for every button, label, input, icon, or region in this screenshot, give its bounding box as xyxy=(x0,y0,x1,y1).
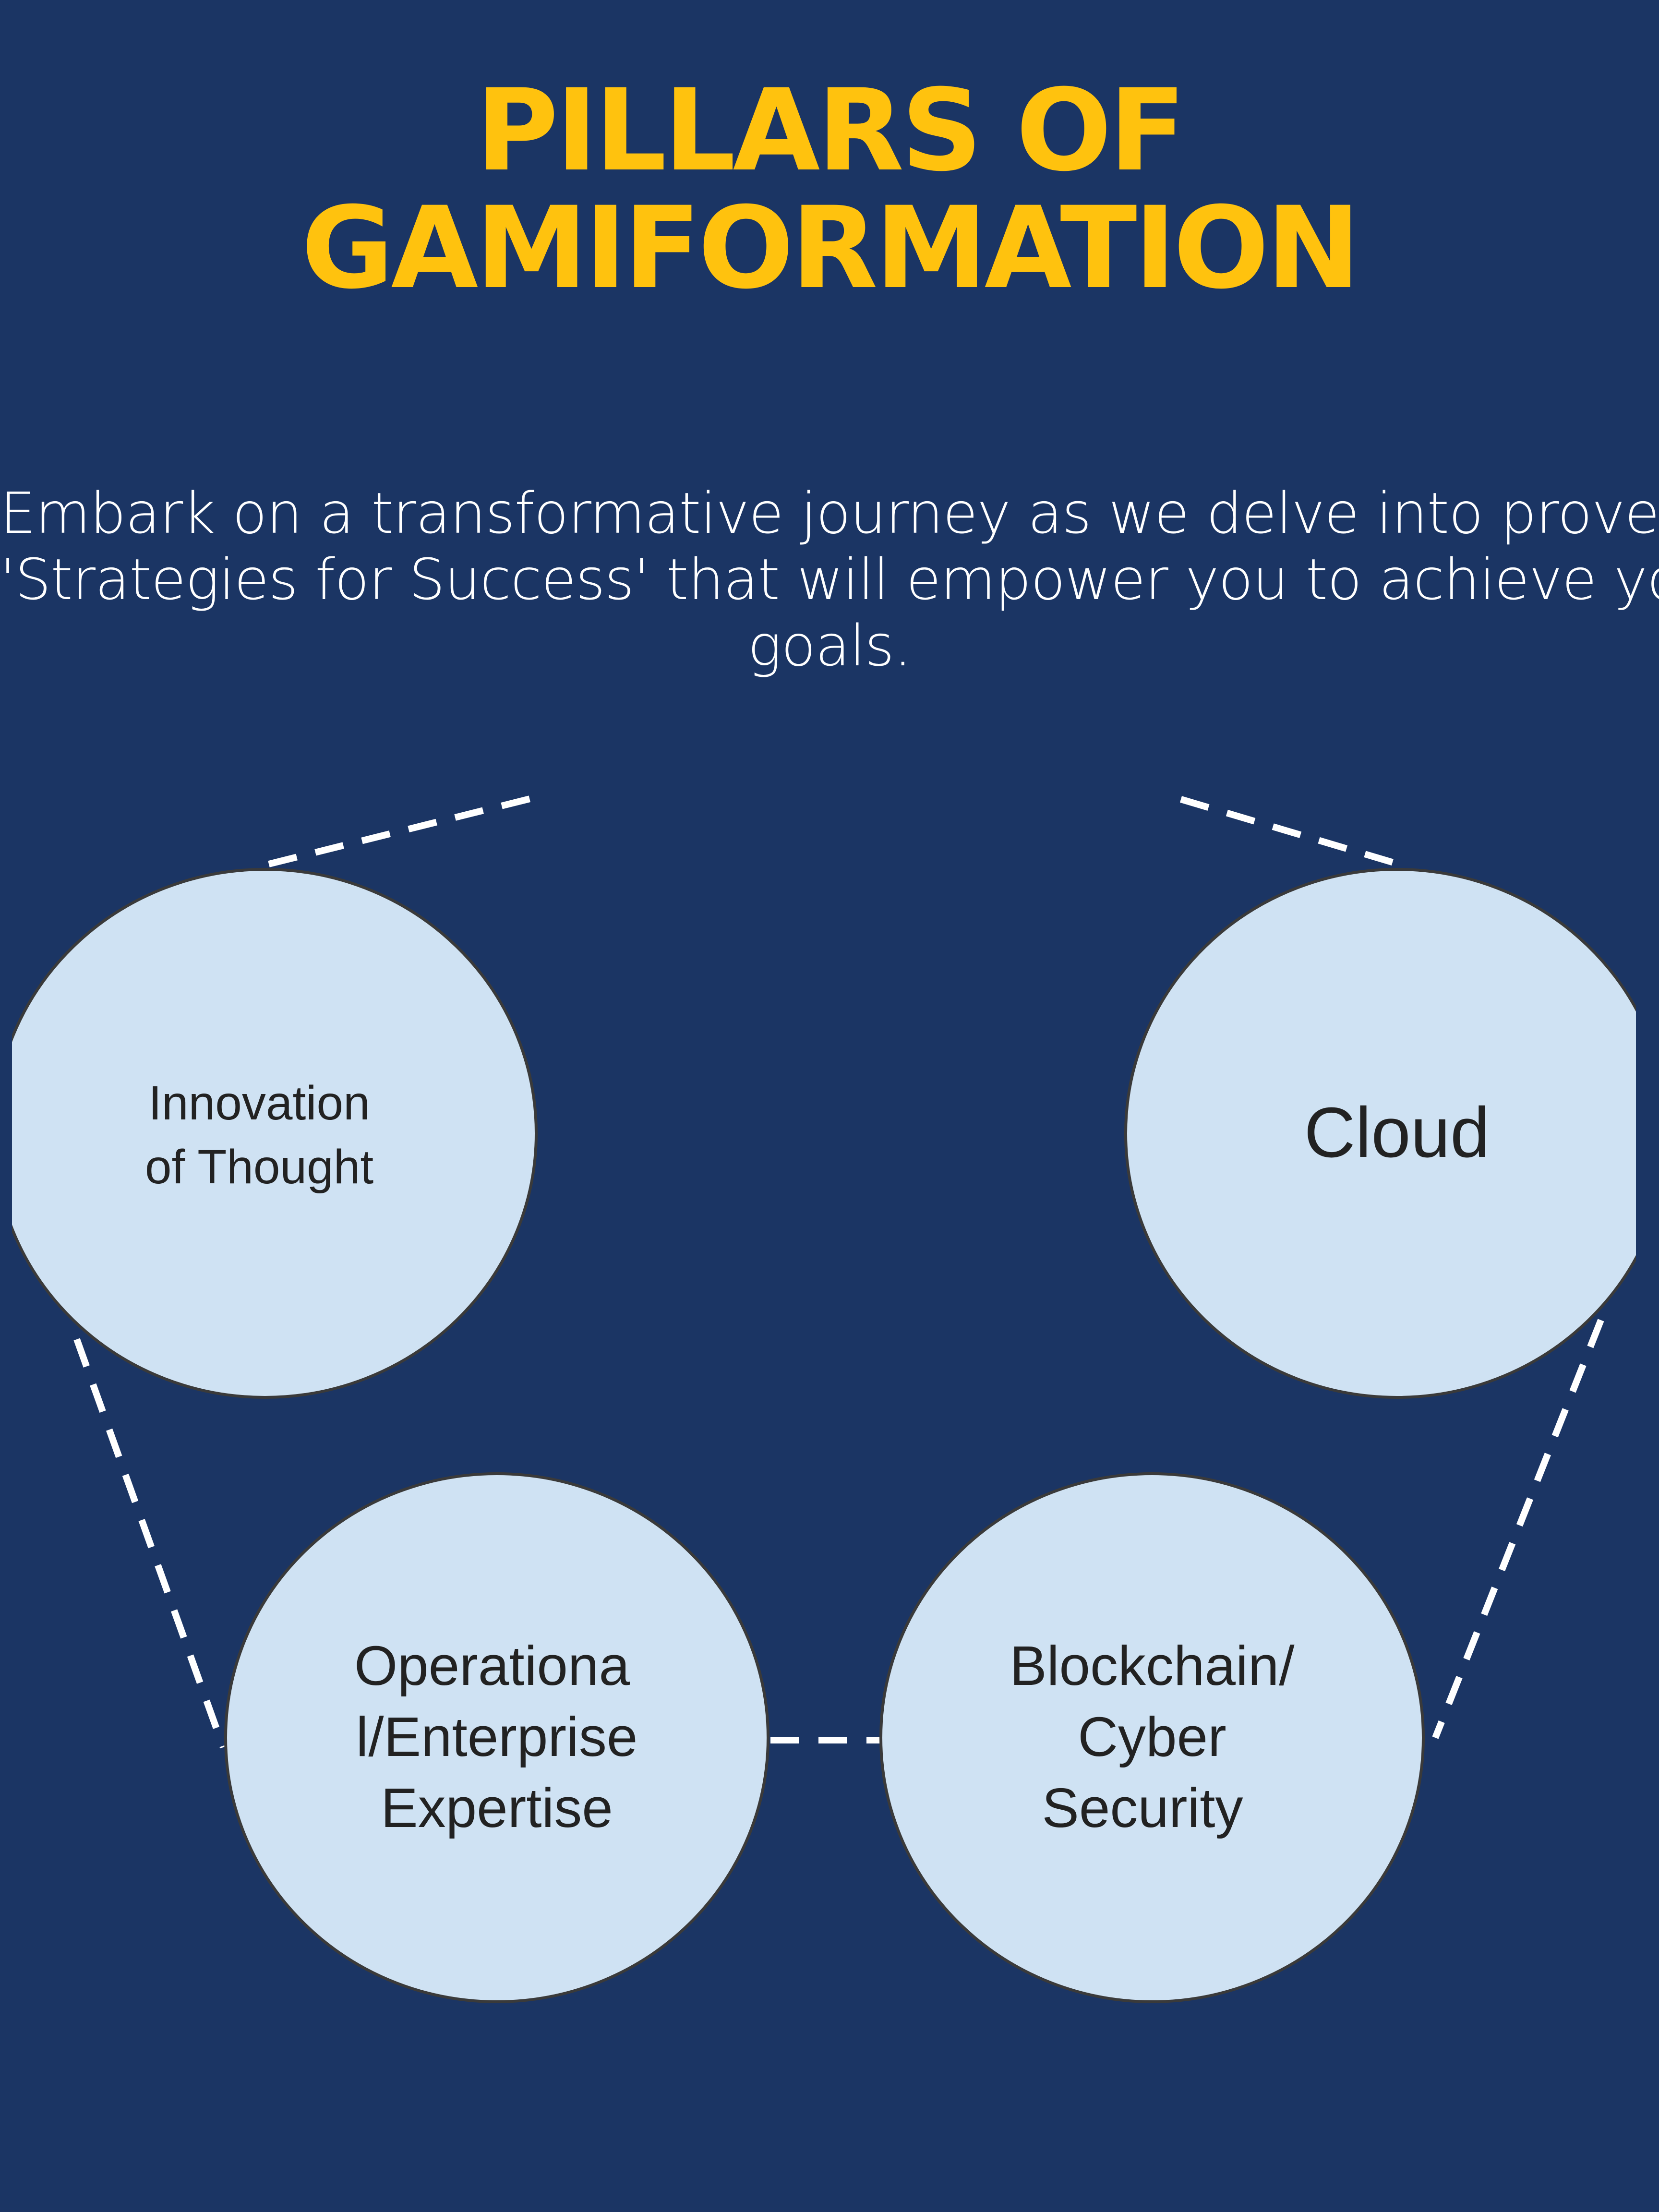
blockchain-label-1: Blockchain/ xyxy=(1010,1635,1295,1697)
blockchain-label-2: Cyber xyxy=(1078,1706,1226,1768)
operational-label-3: Expertise xyxy=(381,1777,613,1839)
connector-cloud-blockchain xyxy=(1432,1319,1604,1739)
operational-label-1: Operationa xyxy=(354,1635,630,1697)
cloud-label: Cloud xyxy=(1304,1093,1490,1172)
operational-label-2: l/Enterprise xyxy=(356,1706,638,1768)
node-operational-enterprise-expertise: Operationa l/Enterprise Expertise xyxy=(224,1472,769,2003)
title-line-1: PILLARS OF xyxy=(476,65,1186,196)
node-blockchain-cyber-security: Blockchain/ Cyber Security xyxy=(879,1472,1425,2003)
node-cloud: Cloud xyxy=(1124,868,1636,1399)
intro-line-3: goals. xyxy=(747,613,912,679)
intro-line-1: Embark on a transformative journey as we… xyxy=(0,480,1659,546)
connector-innovation-operational xyxy=(73,1338,227,1749)
page-title: PILLARS OF GAMIFORMATION xyxy=(0,72,1659,307)
innovation-label-1: Innovation xyxy=(148,1076,370,1130)
intro-text: Embark on a transformative journey as we… xyxy=(0,480,1659,679)
blockchain-label-3: Security xyxy=(1042,1777,1243,1839)
intro-line-2: 'Strategies for Success' that will empow… xyxy=(0,546,1659,613)
title-line-2: GAMIFORMATION xyxy=(301,183,1361,314)
innovation-label-2: of Thought xyxy=(145,1140,374,1194)
connector-cloud-top xyxy=(1180,796,1407,870)
node-innovation-of-thought: Innovation of Thought xyxy=(12,868,538,1399)
connector-innovation-top xyxy=(268,793,539,867)
